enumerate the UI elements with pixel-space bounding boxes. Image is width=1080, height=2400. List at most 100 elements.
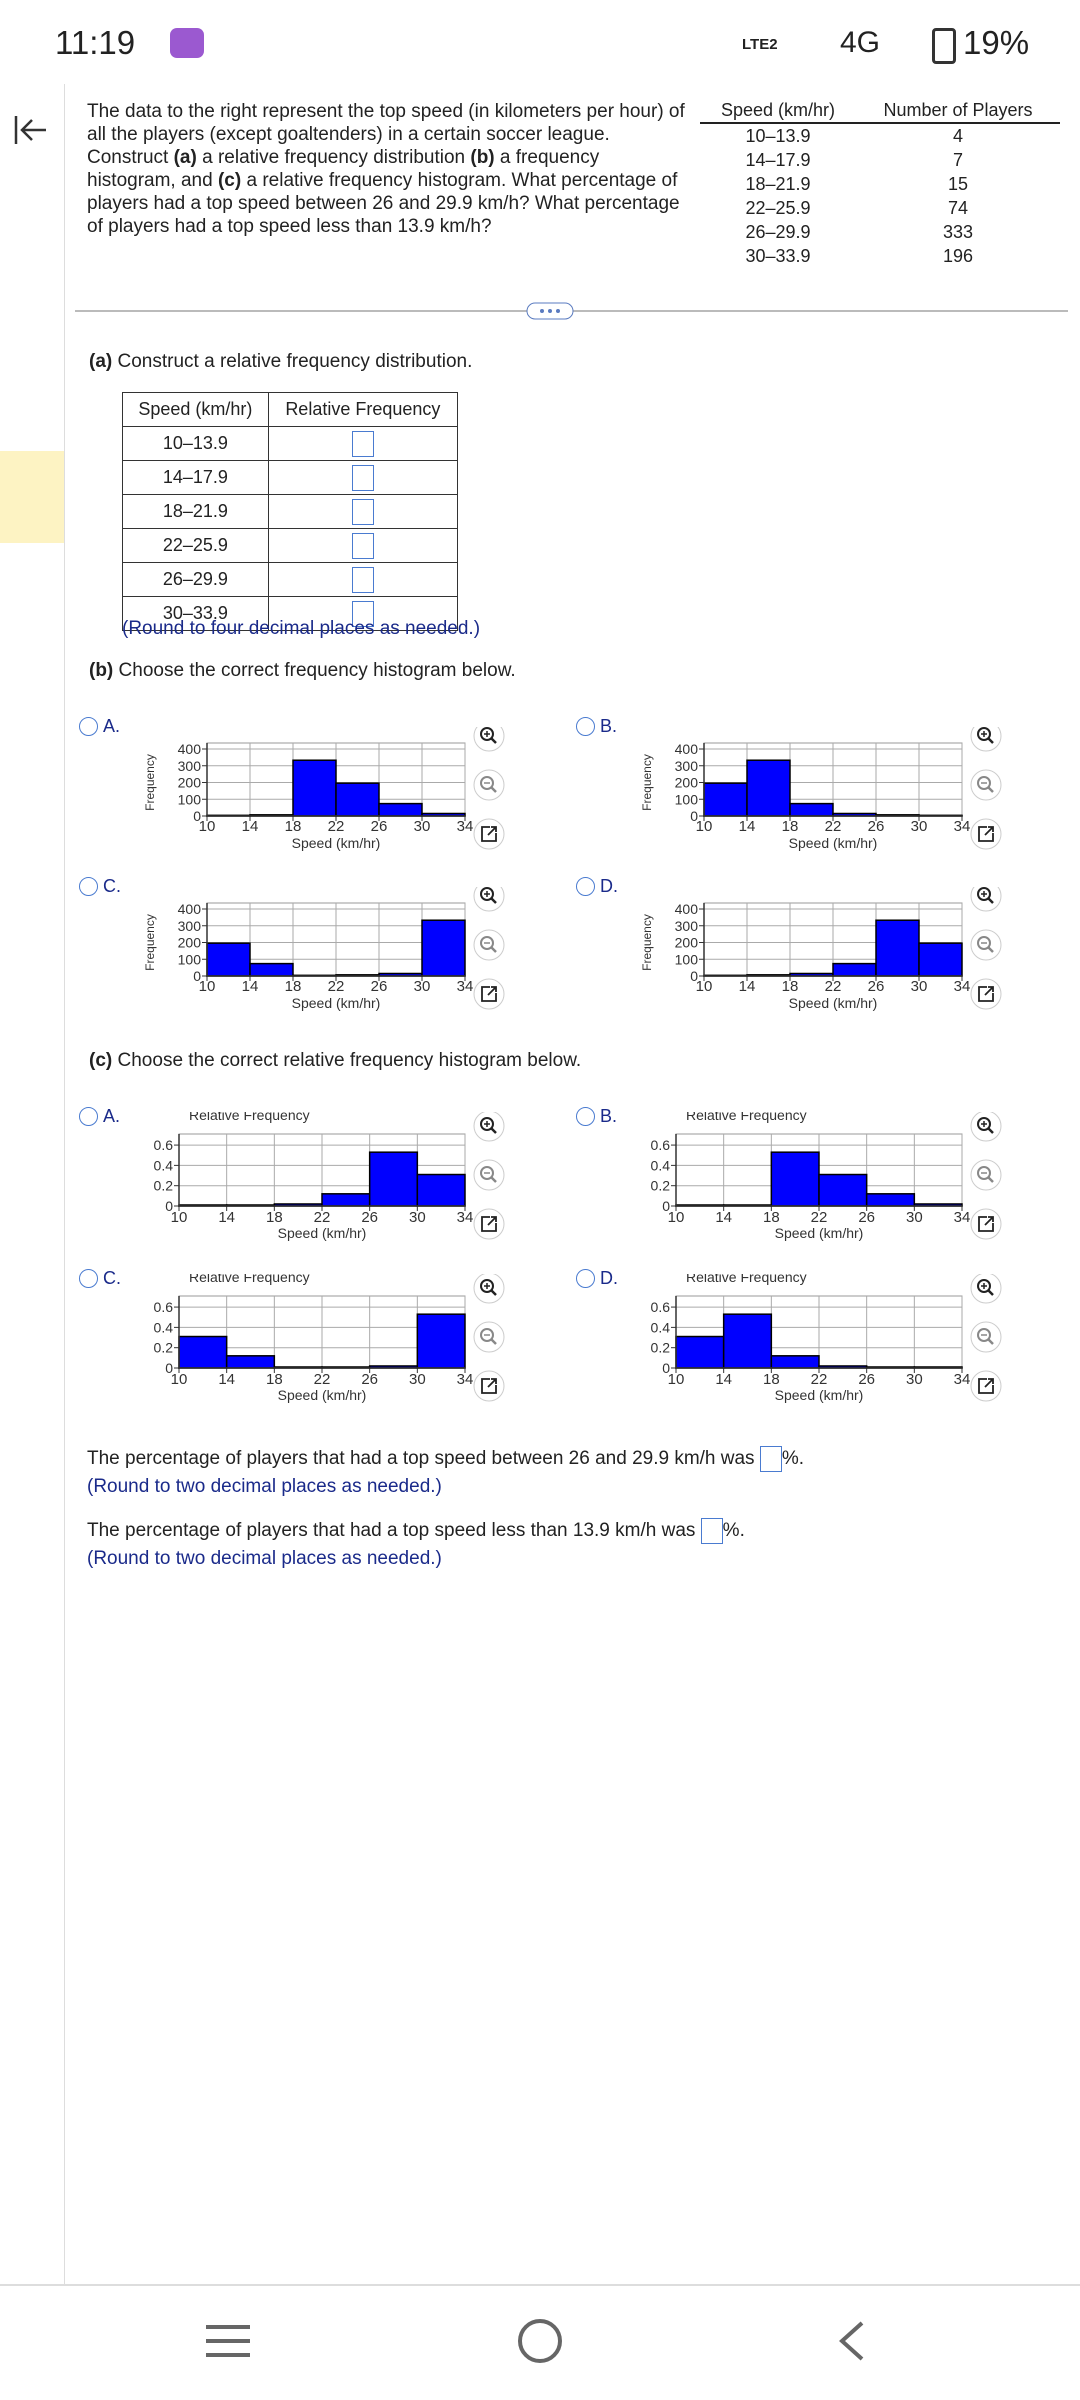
- x-tick-label: 22: [811, 1371, 828, 1388]
- question-text: a frequency histogram, and: [87, 147, 600, 191]
- zoom-out-button[interactable]: [473, 1321, 505, 1353]
- answer-input[interactable]: [759, 1445, 782, 1472]
- x-tick-label: 30: [911, 818, 928, 835]
- option-letter: D.: [600, 876, 618, 896]
- x-tick-label: 30: [409, 1209, 426, 1226]
- icon-ring: [473, 1274, 505, 1304]
- chart-title: Relative Frequency: [686, 1112, 807, 1123]
- popout-button[interactable]: [473, 818, 505, 850]
- row: 18–21.9: [122, 494, 459, 529]
- icon-handle: [490, 1176, 497, 1183]
- option-radio[interactable]: [576, 877, 595, 896]
- option-radio[interactable]: [79, 1269, 98, 1288]
- unit: %.: [722, 1520, 745, 1541]
- popout-button[interactable]: [970, 1208, 1002, 1240]
- icon-lens: [977, 1279, 991, 1293]
- recents-button[interactable]: [206, 2325, 250, 2357]
- y-tick-label: 0: [193, 968, 201, 984]
- answer-input[interactable]: [351, 464, 374, 491]
- icon-handle: [490, 1127, 497, 1134]
- header-row: Speed (km/hr) Number of Players: [700, 98, 1060, 124]
- x-tick-label: 26: [868, 978, 885, 995]
- option-radio[interactable]: [576, 1269, 595, 1288]
- y-axis-label: Frequency: [640, 754, 654, 811]
- x-tick-label: 34: [954, 1209, 971, 1226]
- answer-input[interactable]: [351, 600, 374, 627]
- row: 10–13.9: [122, 426, 459, 461]
- popout-button[interactable]: [473, 1208, 505, 1240]
- popout-button[interactable]: [970, 818, 1002, 850]
- cell: 196: [942, 245, 974, 266]
- cell: 22–25.9: [745, 197, 811, 218]
- prompt: Choose the correct relative frequency hi…: [117, 1050, 582, 1071]
- option-radio[interactable]: [576, 717, 595, 736]
- y-tick-label: 300: [178, 758, 202, 774]
- zoom-in-button[interactable]: [473, 1274, 505, 1304]
- x-tick-label: 10: [199, 978, 216, 995]
- back-nav-button[interactable]: [839, 2321, 864, 2361]
- zoom-out-button[interactable]: [473, 1159, 505, 1191]
- zoom-out-button[interactable]: [970, 1321, 1002, 1353]
- option-radio[interactable]: [576, 1107, 595, 1126]
- popout-button[interactable]: [473, 978, 505, 1010]
- popout-button[interactable]: [970, 978, 1002, 1010]
- option-radio[interactable]: [79, 717, 98, 736]
- zoom-in-button[interactable]: [473, 1112, 505, 1142]
- answer-input[interactable]: [351, 532, 374, 559]
- cell: 74: [948, 197, 969, 218]
- answer-input[interactable]: [700, 1517, 723, 1544]
- home-button[interactable]: [518, 2319, 562, 2363]
- row: 30–33.9 196: [700, 244, 1060, 268]
- expand-button[interactable]: [526, 302, 574, 320]
- zoom-in-button[interactable]: [970, 727, 1002, 752]
- zoom-out-button[interactable]: [970, 1159, 1002, 1191]
- x-tick-label: 10: [668, 1371, 685, 1388]
- y-tick-label: 0: [165, 1198, 173, 1214]
- popout-button[interactable]: [473, 1370, 505, 1402]
- x-tick-label: 34: [457, 1371, 474, 1388]
- bar: [832, 962, 877, 977]
- header-cell: Relative Frequency: [267, 392, 459, 427]
- y-axis-label: Frequency: [640, 914, 654, 971]
- popout-button[interactable]: [970, 1370, 1002, 1402]
- icon-lens: [977, 887, 991, 901]
- answer-input[interactable]: [351, 430, 374, 457]
- histogram: 0 0.2 0.4 0.6 10 14 18 22 26 30 34 Speed (km/hr) Rel…: [154, 1112, 505, 1241]
- answer-input[interactable]: [351, 498, 374, 525]
- x-tick-label: 14: [218, 1209, 235, 1226]
- zoom-in-button[interactable]: [970, 1112, 1002, 1142]
- answer: The percentage of players that had a top…: [87, 1517, 745, 1573]
- option-letter: C.: [103, 876, 121, 896]
- row: 26–29.9: [122, 562, 459, 597]
- option-radio[interactable]: [79, 877, 98, 896]
- zoom-in-button[interactable]: [473, 727, 505, 752]
- zoom-out-button[interactable]: [970, 929, 1002, 961]
- answer-input[interactable]: [351, 566, 374, 593]
- x-tick-label: 14: [739, 818, 756, 835]
- option-radio[interactable]: [79, 1107, 98, 1126]
- chart-title: Relative Frequency: [189, 1112, 310, 1123]
- y-tick-label: 0: [690, 968, 698, 984]
- y-tick-label: 0.6: [651, 1137, 671, 1153]
- back-button[interactable]: [12, 112, 52, 148]
- answer-text: The percentage of players that had a top…: [87, 1520, 696, 1541]
- row: 14–17.9: [122, 460, 459, 495]
- prompt: Choose the correct frequency histogram b…: [118, 660, 516, 681]
- question-text: The data to the right represent the top …: [87, 101, 685, 168]
- zoom-in-button[interactable]: [970, 887, 1002, 912]
- zoom-out-button[interactable]: [473, 769, 505, 801]
- y-tick-label: 400: [178, 741, 202, 757]
- x-tick-label: 18: [763, 1209, 780, 1226]
- y-tick-label: 0: [662, 1360, 670, 1376]
- x-tick-label: 14: [715, 1371, 732, 1388]
- y-tick-label: 0: [690, 808, 698, 824]
- zoom-in-button[interactable]: [473, 887, 505, 912]
- zoom-out-button[interactable]: [473, 929, 505, 961]
- bar: [178, 1335, 228, 1369]
- y-tick-label: 0.6: [651, 1299, 671, 1315]
- zoom-out-button[interactable]: [970, 769, 1002, 801]
- y-tick-label: 200: [178, 935, 202, 951]
- zoom-in-button[interactable]: [970, 1274, 1002, 1304]
- icon-handle: [987, 737, 994, 744]
